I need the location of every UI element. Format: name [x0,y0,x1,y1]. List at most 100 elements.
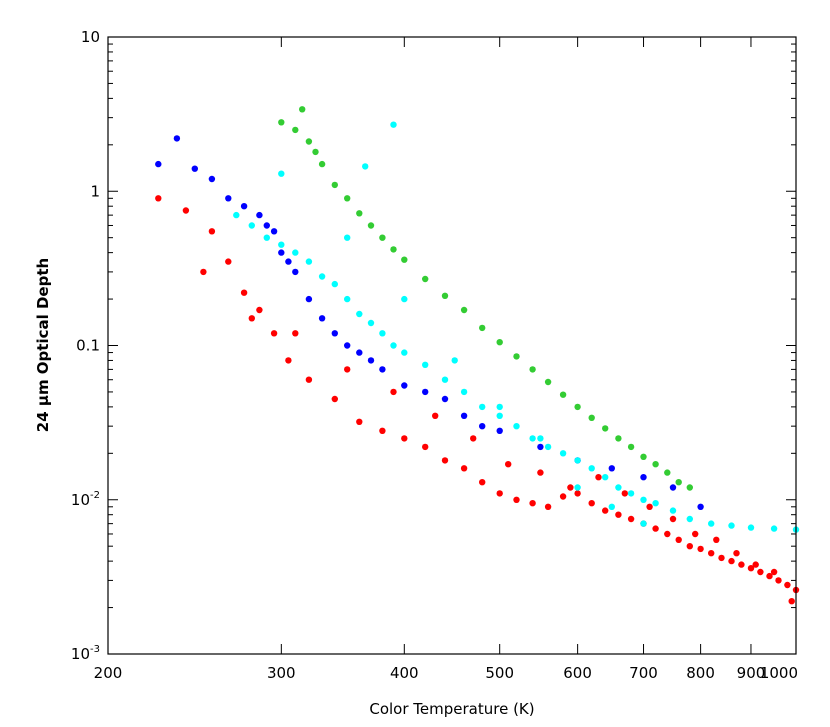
data-point [390,388,397,396]
data-point [379,427,386,434]
points-layer [155,106,800,605]
data-point [544,378,552,386]
data-point [312,148,319,156]
data-point [200,268,207,276]
data-point [713,536,720,543]
x-tick-label: 400 [390,664,419,682]
data-point [305,376,313,383]
data-point [191,165,198,172]
data-point [496,427,503,434]
data-point [233,211,240,219]
data-point [652,461,659,468]
data-point [496,490,503,497]
data-point [567,484,574,491]
data-point [305,138,313,145]
y-tick-label: 10-3 [71,644,100,663]
data-point [422,275,429,283]
data-point [208,175,216,183]
data-point [441,457,449,464]
data-point [788,598,795,605]
data-point [496,412,503,419]
data-point [278,241,285,248]
data-point [686,515,693,523]
data-point [356,349,363,356]
data-point [379,330,386,337]
data-point [559,450,567,457]
data-point [627,490,635,497]
y-tick-labels: 10 1 0.1 10-2 10-3 [71,28,100,663]
data-point [728,557,735,565]
data-point [640,496,647,503]
x-tick-label: 1000 [760,664,798,682]
data-point [529,435,536,442]
data-point [669,507,677,514]
data-point [292,268,299,276]
data-point [225,258,232,265]
data-point [602,425,609,432]
data-point [574,484,581,491]
data-point [775,577,782,584]
data-point [344,342,351,349]
data-point [574,457,581,464]
data-point [390,342,397,349]
data-point [733,550,740,557]
data-point [718,554,725,562]
data-point [574,403,581,411]
data-point [182,207,190,214]
data-point [513,353,520,360]
data-point [559,391,567,398]
y-axis-label: 24 μm Optical Depth [34,258,52,432]
data-point [627,443,635,451]
y-tick-label: 0.1 [76,337,100,355]
data-point [529,500,536,507]
data-point [362,163,369,170]
data-point [505,461,512,468]
data-point [692,530,699,538]
data-point [173,135,181,142]
data-point [344,295,351,303]
data-point [544,443,552,451]
x-tick-label: 700 [629,664,658,682]
tick-marks [107,36,797,655]
data-point [728,522,735,529]
data-point [401,295,408,303]
data-point [708,520,715,527]
data-point [278,170,285,177]
data-point [675,479,682,486]
data-point [401,382,408,389]
data-point [747,565,755,572]
plot-frame [107,36,797,655]
data-point [248,315,255,322]
data-point [155,160,162,168]
data-point [602,474,609,481]
y-tick-label: 10-2 [71,490,100,509]
x-tick-label: 600 [563,664,592,682]
data-point [208,228,216,235]
data-point [367,357,375,364]
data-point [285,258,292,265]
data-point [155,195,162,202]
data-point [675,536,682,543]
data-point [686,484,693,491]
y-tick-label: 1 [90,182,100,200]
data-point [331,395,338,403]
data-point [640,474,647,481]
data-point [278,249,285,256]
data-point [318,160,326,168]
data-point [460,465,468,472]
data-point [318,315,326,322]
data-point [574,490,581,497]
data-point [496,403,503,411]
data-point [615,435,622,442]
data-point [652,500,659,507]
data-point [664,530,671,538]
data-point [367,222,375,229]
data-point [686,543,693,550]
x-tick-label: 800 [686,664,715,682]
data-point [513,496,520,503]
data-point [708,550,715,557]
data-point [331,181,338,189]
data-point [529,366,536,373]
